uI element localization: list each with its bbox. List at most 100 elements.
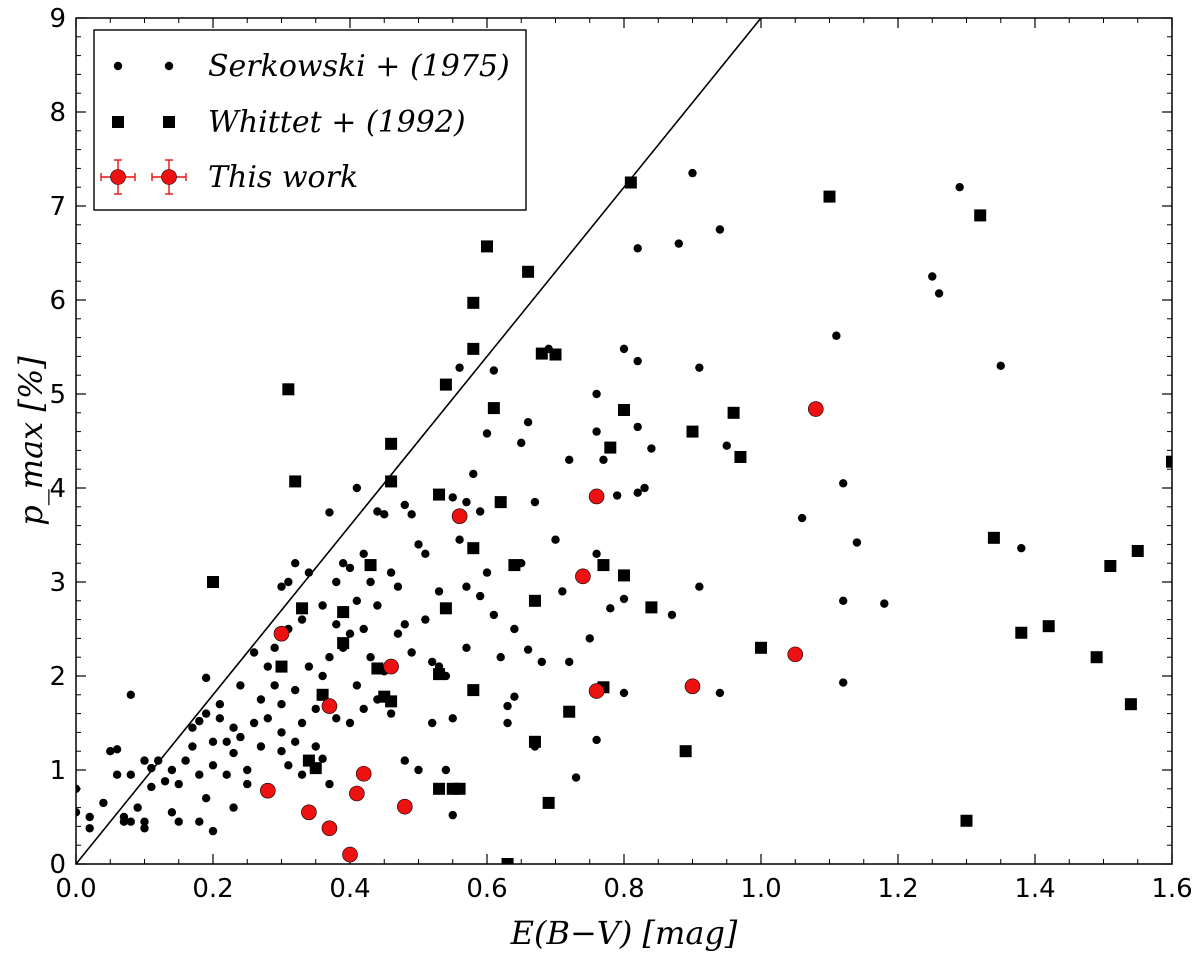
data-point: [263, 662, 272, 671]
data-point: [715, 225, 725, 234]
data-point: [501, 858, 514, 864]
data-point: [695, 582, 704, 591]
data-point: [126, 770, 135, 779]
data-point: [297, 615, 307, 624]
data-point: [565, 455, 574, 464]
data-point: [291, 559, 300, 568]
data-point: [633, 244, 642, 253]
legend: Serkowski + (1975) Whittet + (1992) This w…: [93, 29, 527, 211]
data-point: [140, 756, 149, 765]
data-point: [839, 678, 848, 687]
data-point: [383, 658, 399, 675]
data-point: [386, 709, 396, 718]
data-point: [674, 239, 683, 248]
data-point: [407, 510, 416, 519]
data-point: [201, 709, 211, 718]
x-tick-label: 0.4: [329, 874, 370, 904]
data-point: [592, 549, 601, 558]
y-tick-label: 3: [49, 568, 66, 598]
plot-frame: [75, 17, 1173, 865]
data-point: [380, 510, 389, 519]
data-point: [106, 747, 115, 756]
data-point: [270, 681, 279, 690]
data-point: [195, 716, 204, 726]
data-point: [400, 500, 409, 510]
y-tick-label: 4: [49, 474, 66, 504]
data-point: [489, 610, 499, 620]
axis-ticks: [75, 17, 1173, 865]
data-point: [482, 568, 492, 577]
data-point: [439, 602, 452, 615]
data-point: [832, 331, 841, 340]
data-point: [337, 637, 350, 650]
data-point: [503, 718, 512, 728]
data-point: [284, 761, 293, 770]
data-point: [373, 601, 382, 610]
data-point: [386, 568, 396, 577]
data-point: [481, 240, 493, 253]
data-point: [337, 606, 350, 619]
data-point: [229, 748, 238, 758]
data-point: [311, 704, 320, 714]
x-tick-label: 0.8: [603, 874, 644, 904]
data-point: [618, 403, 630, 416]
data-point: [282, 383, 295, 396]
data-point: [256, 742, 266, 751]
data-point: [154, 756, 163, 765]
data-point: [585, 634, 594, 643]
data-point: [462, 582, 471, 591]
data-point: [289, 475, 302, 488]
data-point: [448, 810, 457, 820]
data-point: [441, 765, 451, 775]
data-point: [304, 662, 314, 671]
data-point: [277, 582, 286, 591]
data-point: [201, 794, 211, 803]
data-point: [112, 745, 122, 754]
data-point: [434, 587, 444, 596]
data-point: [528, 594, 541, 607]
series-0: [76, 168, 1026, 836]
data-point: [467, 542, 480, 555]
data-point: [633, 488, 642, 497]
data-point: [612, 491, 622, 500]
data-point: [510, 692, 519, 701]
data-point: [366, 577, 375, 587]
data-point: [275, 660, 288, 673]
data-point: [277, 700, 286, 709]
data-point: [1131, 544, 1144, 557]
data-point: [619, 594, 629, 604]
data-point: [517, 438, 526, 448]
data-point: [1090, 651, 1103, 664]
data-point: [510, 624, 519, 634]
data-point: [467, 342, 480, 355]
data-point: [467, 296, 480, 309]
data-point: [684, 678, 701, 695]
data-point: [393, 629, 403, 638]
data-point: [318, 601, 327, 610]
data-point: [222, 770, 231, 779]
data-point: [528, 735, 541, 748]
data-point: [174, 817, 183, 826]
data-point: [839, 479, 848, 488]
data-point: [76, 784, 81, 793]
data-point: [462, 643, 471, 652]
data-point: [433, 488, 446, 501]
legend-label: Whittet + (1992): [208, 105, 466, 140]
data-point: [229, 803, 238, 812]
data-point: [249, 648, 259, 657]
legend-label: This work: [208, 160, 358, 195]
data-point: [619, 688, 629, 698]
data-point: [342, 846, 358, 863]
data-point: [85, 812, 94, 822]
data-point: [414, 765, 423, 775]
data-point: [475, 591, 485, 601]
y-tick-label: 7: [49, 192, 66, 222]
data-point: [647, 444, 656, 453]
legend-marker: [110, 169, 126, 185]
data-point: [325, 779, 334, 789]
data-point: [215, 714, 225, 723]
data-point: [85, 824, 94, 833]
data-point: [215, 700, 225, 709]
data-point: [270, 643, 279, 652]
x-tick-label: 1.4: [1014, 874, 1055, 904]
